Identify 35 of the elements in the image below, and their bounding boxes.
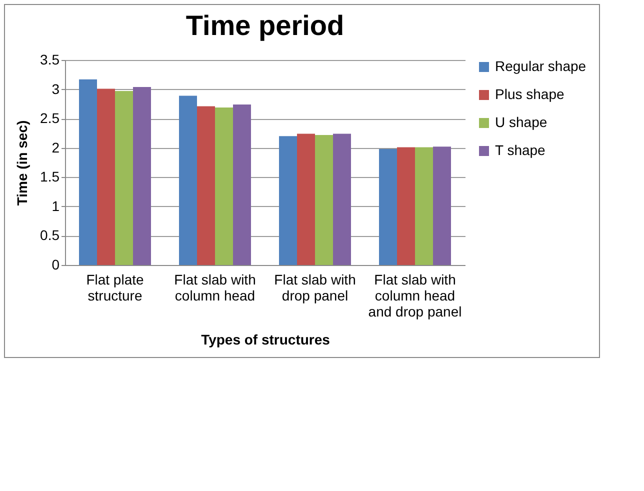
bar: [433, 146, 451, 265]
bar: [333, 134, 351, 265]
y-tick-label: 2: [52, 139, 60, 156]
y-tick-label: 1: [52, 198, 60, 214]
bar: [133, 86, 151, 265]
chart-title: Time period: [186, 10, 344, 41]
y-tick-label: 0.5: [40, 227, 60, 244]
bar: [233, 104, 251, 265]
bar: [215, 107, 233, 265]
bar: [415, 147, 433, 265]
x-tick-label: Flat slab with column head: [174, 272, 256, 304]
legend-label: Regular shape: [495, 58, 586, 74]
y-tick-label: 0: [52, 256, 60, 272]
bar: [79, 79, 97, 265]
legend-label: U shape: [495, 114, 548, 130]
bar: [297, 134, 315, 265]
bar: [279, 136, 297, 265]
y-axis-title: Time (in sec): [14, 120, 30, 206]
legend-label: T shape: [495, 142, 546, 158]
x-tick-label: Flat slab with drop panel: [274, 272, 356, 304]
bar: [179, 96, 197, 265]
legend-label: Plus shape: [495, 86, 564, 102]
bar: [379, 149, 397, 265]
y-tick-label: 3: [52, 80, 60, 97]
y-tick-label: 2.5: [40, 110, 60, 126]
y-tick-label: 3.5: [40, 52, 60, 68]
bar: [315, 134, 333, 265]
x-tick-label: Flat plate structure: [86, 272, 144, 304]
bar: [397, 147, 415, 265]
y-tick-label: 1.5: [40, 168, 60, 185]
x-tick-label: Flat slab with column head and drop panel: [368, 272, 462, 320]
bar: [197, 106, 215, 265]
x-axis-title: Types of structures: [201, 332, 330, 348]
bar: [115, 91, 133, 265]
bar: [97, 88, 115, 265]
